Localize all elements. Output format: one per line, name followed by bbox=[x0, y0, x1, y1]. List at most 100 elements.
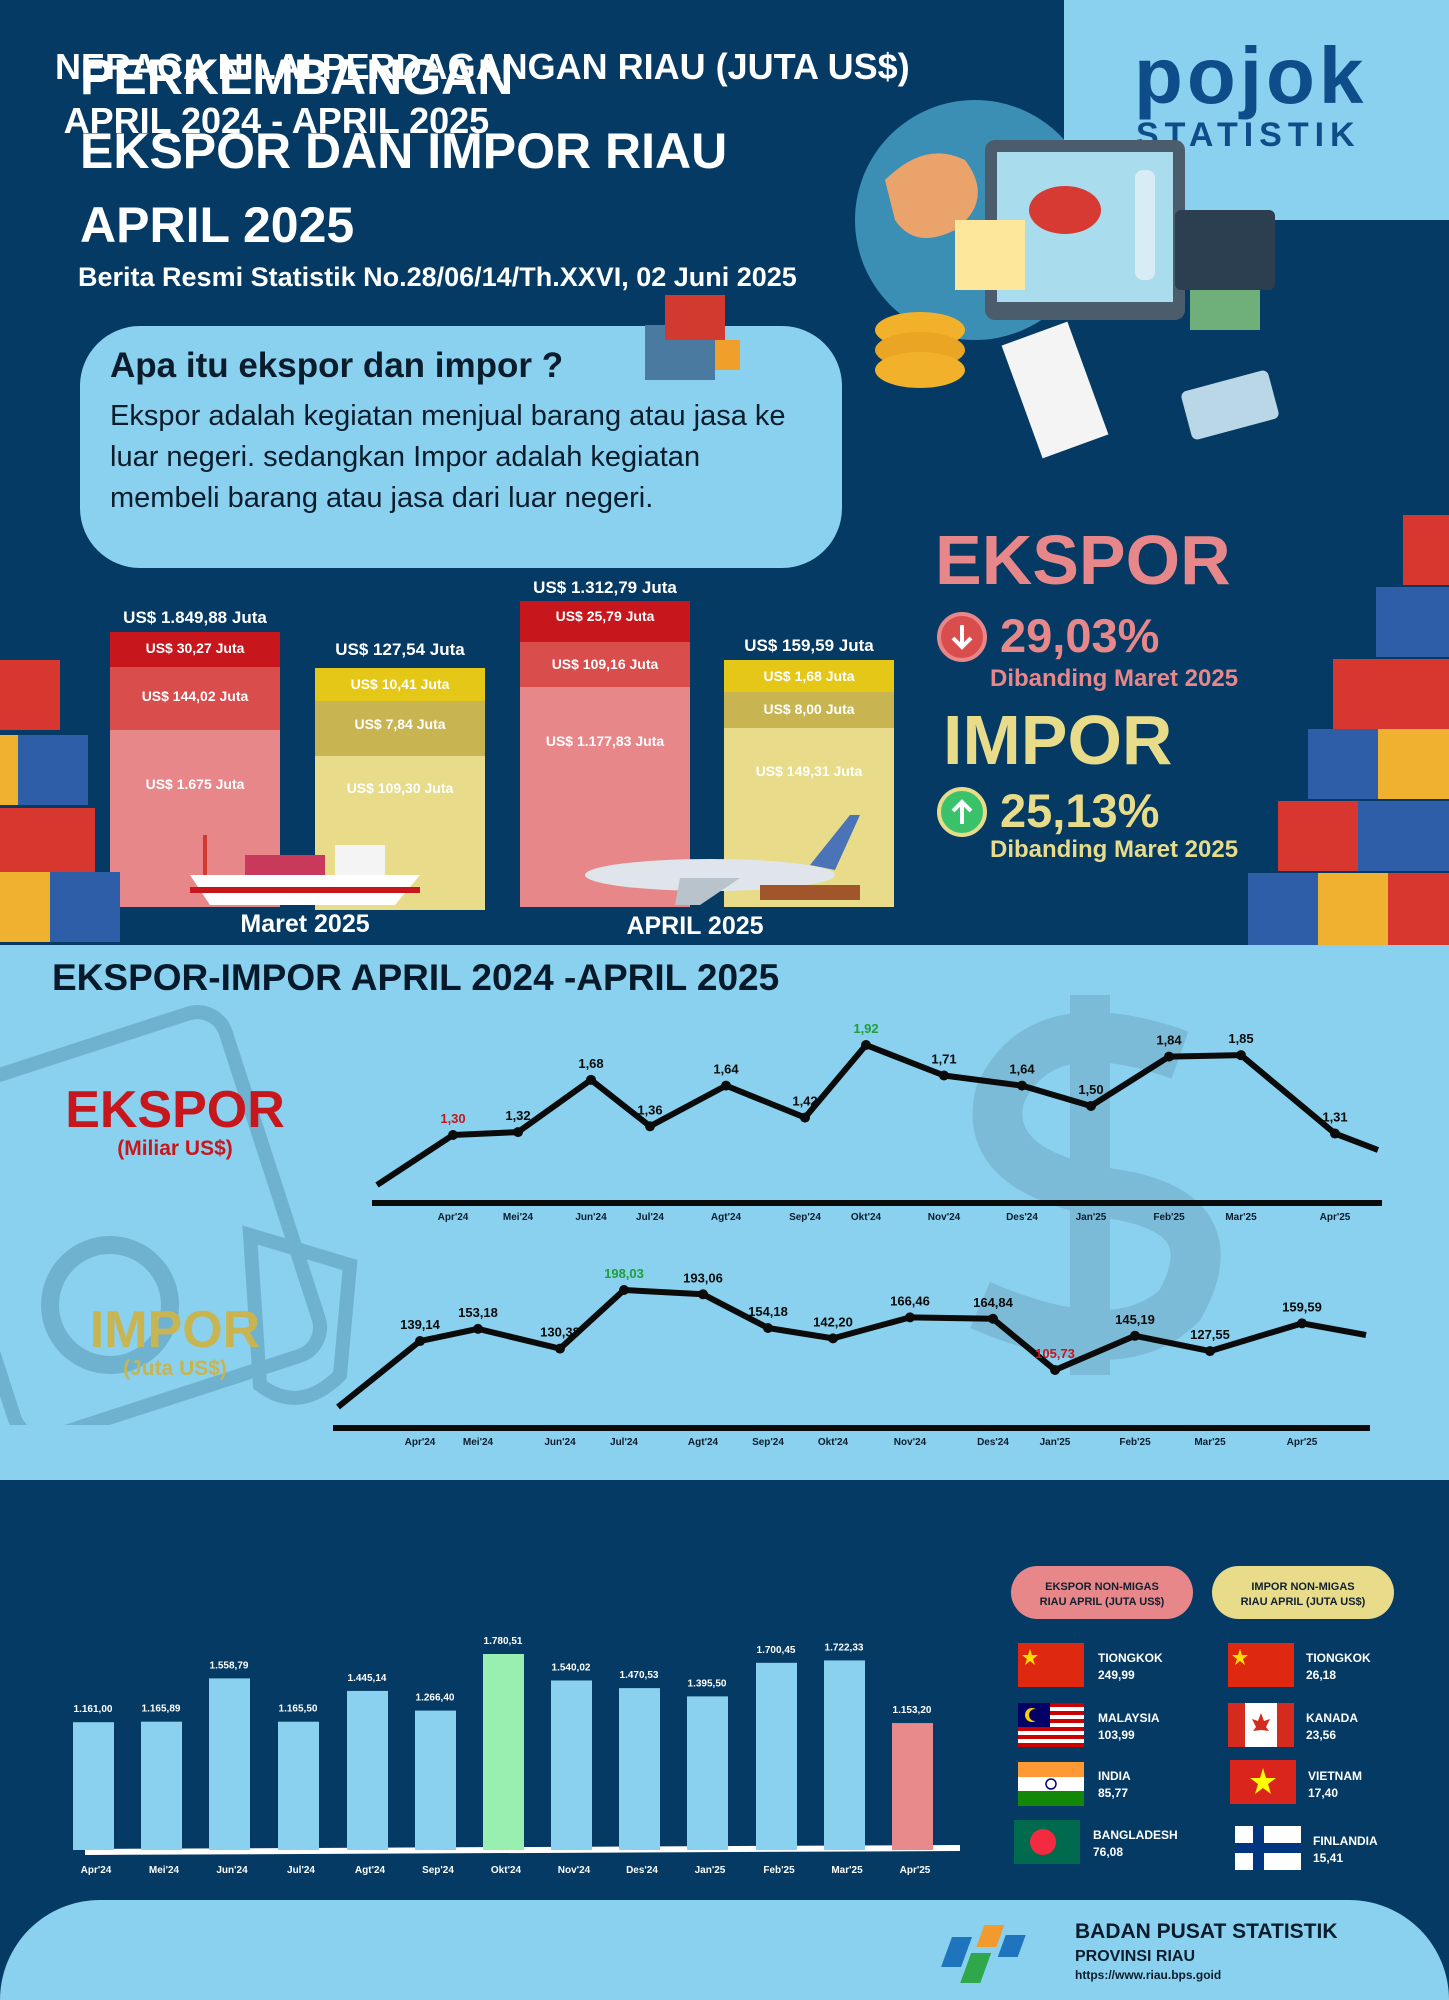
data-point bbox=[988, 1313, 998, 1324]
pill-line: IMPOR NON-MIGAS bbox=[1251, 1581, 1355, 1593]
bps-name: BADAN PUSAT STATISTIK bbox=[1075, 1920, 1338, 1943]
pill-line: RIAU APRIL (JUTA US$) bbox=[1240, 1596, 1366, 1608]
country-value: 26,18 bbox=[1306, 1668, 1337, 1682]
bar-value-label: 1.780,51 bbox=[484, 1636, 523, 1647]
x-tick-label: Jan'25 bbox=[695, 1865, 726, 1876]
data-point bbox=[1164, 1051, 1174, 1062]
x-tick-label: Apr'25 bbox=[1320, 1212, 1351, 1223]
x-tick-label: Agt'24 bbox=[688, 1437, 719, 1448]
footer bbox=[0, 1900, 1449, 2000]
ekspor-partner-2: MALAYSIA 103,99 bbox=[1098, 1710, 1160, 1744]
pill-line: RIAU APRIL (JUTA US$) bbox=[1039, 1596, 1165, 1608]
bar-value-label: 1.165,89 bbox=[142, 1704, 181, 1715]
data-label: 154,18 bbox=[748, 1304, 788, 1319]
x-tick-label: Jul'24 bbox=[636, 1212, 664, 1223]
x-tick-label: Des'24 bbox=[1006, 1212, 1038, 1223]
x-tick-label: Des'24 bbox=[977, 1437, 1009, 1448]
x-tick-label: Jul'24 bbox=[610, 1437, 638, 1448]
x-tick-label: Feb'25 bbox=[763, 1865, 795, 1876]
segment-ekspor-1 bbox=[110, 632, 280, 667]
x-tick-label: Mei'24 bbox=[503, 1212, 534, 1223]
data-point bbox=[513, 1127, 523, 1138]
country-value: 76,08 bbox=[1093, 1845, 1124, 1859]
country-value: 15,41 bbox=[1313, 1851, 1344, 1865]
data-label: 142,20 bbox=[813, 1314, 853, 1329]
canada-flag-icon bbox=[1228, 1703, 1294, 1747]
ship-icon bbox=[190, 835, 420, 905]
x-tick-label: Jun'24 bbox=[575, 1212, 607, 1223]
data-point bbox=[555, 1343, 565, 1354]
ekspor-line-label: EKSPOR bbox=[65, 1081, 285, 1139]
data-point bbox=[905, 1312, 915, 1323]
trend-line-charts: 1,30 Apr'24 1,32 Mei'24 1,68 Jun'24 1,36 Jul'24… bbox=[333, 1021, 1382, 1448]
balance-bar bbox=[551, 1680, 592, 1850]
balance-bar bbox=[687, 1696, 728, 1850]
data-label: 130,38 bbox=[540, 1325, 580, 1340]
cash-icon bbox=[1190, 290, 1260, 330]
data-point bbox=[619, 1285, 629, 1295]
bps-url[interactable]: https://www.riau.bps.goid bbox=[1075, 1968, 1222, 1982]
x-tick-label: Mei'24 bbox=[149, 1865, 180, 1876]
impor-line-unit: (Juta US$) bbox=[123, 1357, 227, 1380]
x-tick-label: Sep'24 bbox=[789, 1212, 821, 1223]
pill-line: EKSPOR NON-MIGAS bbox=[1045, 1581, 1159, 1593]
x-tick-label: Apr'24 bbox=[405, 1437, 436, 1448]
country-value: 249,99 bbox=[1098, 1668, 1135, 1682]
ekspor-line-unit: (Miliar US$) bbox=[117, 1137, 233, 1160]
title-line-3: APRIL 2025 bbox=[80, 197, 355, 253]
arrow-up-icon bbox=[937, 787, 987, 837]
balance-bar bbox=[278, 1721, 319, 1850]
segment-impor-2 bbox=[315, 701, 485, 756]
bangladesh-flag-icon bbox=[1014, 1820, 1080, 1864]
data-label: 198,03 bbox=[604, 1266, 644, 1281]
data-label: 1,42 bbox=[792, 1094, 817, 1109]
document-decoration-icon bbox=[0, 1005, 358, 1425]
data-point bbox=[1297, 1318, 1307, 1329]
impor-partner-2: KANADA 23,56 bbox=[1306, 1710, 1358, 1744]
data-label: 1,31 bbox=[1322, 1110, 1347, 1125]
ekspor-percent: 29,03% bbox=[1000, 609, 1160, 662]
x-tick-label: Okt'24 bbox=[491, 1865, 522, 1876]
send-button-icon bbox=[1029, 186, 1101, 234]
x-tick-label: Jan'25 bbox=[1040, 1437, 1071, 1448]
bar-value-label: 1.266,40 bbox=[416, 1693, 455, 1704]
x-tick-label: Apr'24 bbox=[81, 1865, 112, 1876]
bar-value-label: 1.445,14 bbox=[348, 1673, 387, 1684]
balance-bar bbox=[73, 1722, 114, 1850]
x-tick-label: Mar'25 bbox=[1225, 1212, 1257, 1223]
x-tick-label: Mar'25 bbox=[1194, 1437, 1226, 1448]
country-name: FINLANDIA bbox=[1313, 1834, 1378, 1848]
data-point bbox=[415, 1336, 425, 1347]
balance-bar bbox=[756, 1662, 797, 1850]
bar-total-label: US$ 159,59 Juta bbox=[744, 636, 874, 655]
approved-doc-icon bbox=[955, 220, 1025, 290]
data-point bbox=[939, 1070, 949, 1081]
balance-title: NERACA NILAI PERDAGANGAN RIAU (JUTA US$)… bbox=[55, 40, 910, 148]
x-tick-label: Mar'25 bbox=[831, 1865, 863, 1876]
pojok-logo-text: pojok bbox=[1134, 31, 1368, 120]
impor-partners-pill: IMPOR NON-MIGAS RIAU APRIL (JUTA US$) bbox=[1212, 1566, 1394, 1619]
balance-bar bbox=[892, 1723, 933, 1850]
period-label-april: APRIL 2025 bbox=[626, 912, 764, 940]
bar-value-label: 1.540,02 bbox=[552, 1662, 591, 1673]
segment-impor-1 bbox=[315, 668, 485, 701]
data-label: 1,71 bbox=[931, 1051, 956, 1066]
segment-ekspor-2 bbox=[110, 667, 280, 730]
bps-logo-icon bbox=[941, 1925, 1026, 1983]
impor-line-label: IMPOR bbox=[89, 1301, 261, 1359]
data-label: 127,55 bbox=[1190, 1327, 1230, 1342]
balance-bar bbox=[824, 1660, 865, 1850]
impor-partner-4: FINLANDIA 15,41 bbox=[1313, 1833, 1378, 1867]
main-title: PERKEMBANGAN EKSPOR DAN IMPOR RIAU APRIL… bbox=[80, 40, 727, 262]
x-tick-label: Jun'24 bbox=[216, 1865, 248, 1876]
data-point bbox=[473, 1323, 483, 1334]
china-flag-icon bbox=[1228, 1643, 1294, 1687]
data-label: 1,50 bbox=[1078, 1082, 1103, 1097]
data-label: 1,85 bbox=[1228, 1031, 1253, 1046]
definition-text: Ekspor adalah kegiatan menjual barang at… bbox=[110, 400, 786, 514]
country-name: KANADA bbox=[1306, 1711, 1358, 1725]
airplane-icon bbox=[585, 815, 860, 905]
data-point bbox=[828, 1333, 838, 1344]
balance-title-line-2: APRIL 2024 - APRIL 2025 bbox=[55, 100, 490, 141]
globe-illustration bbox=[855, 100, 1279, 459]
